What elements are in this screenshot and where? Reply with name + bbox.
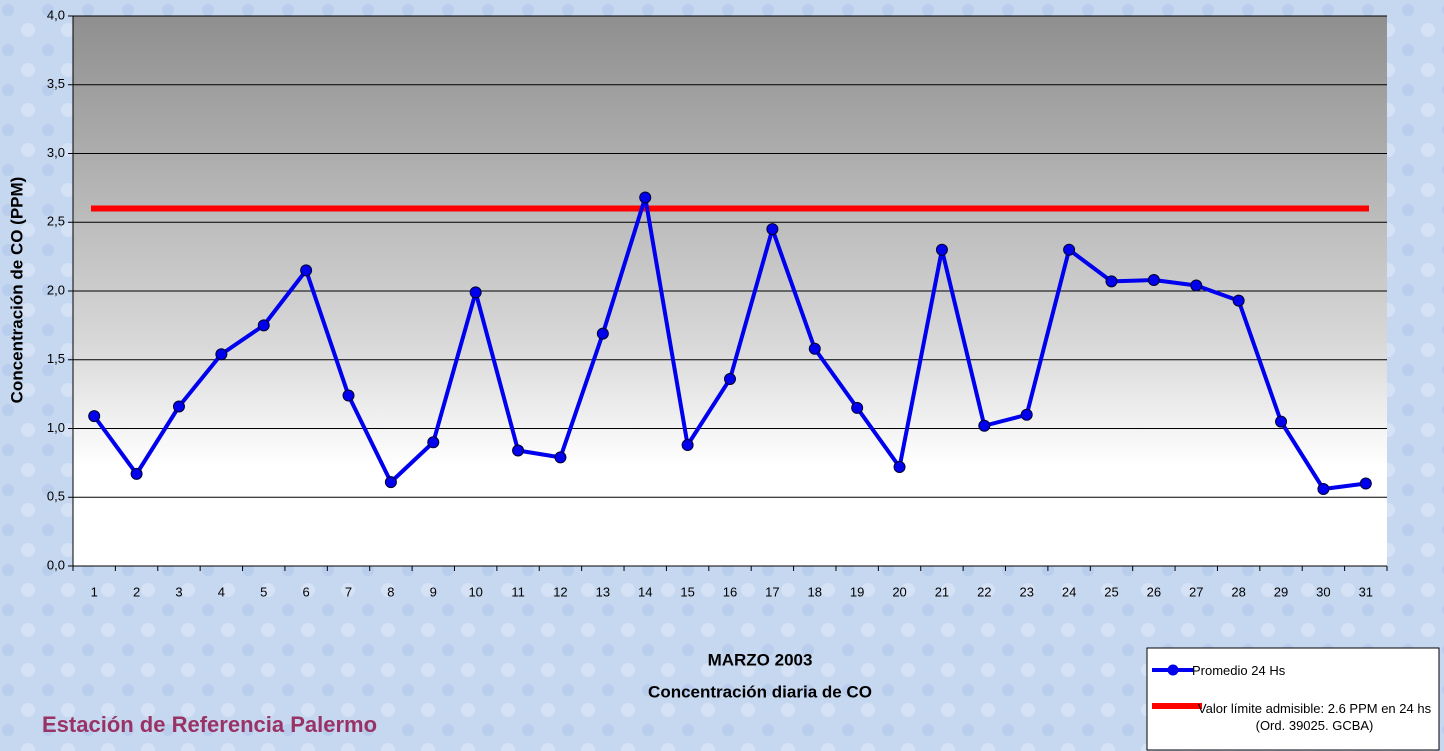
data-point — [852, 402, 863, 413]
x-tick-label: 2 — [133, 584, 140, 599]
data-point — [1064, 244, 1075, 255]
data-point — [89, 411, 100, 422]
x-tick-label: 6 — [303, 584, 310, 599]
x-tick-label: 18 — [808, 584, 822, 599]
y-tick-label: 2,0 — [47, 282, 65, 297]
data-point — [258, 320, 269, 331]
y-tick-label: 0,5 — [47, 489, 65, 504]
y-tick-label: 2,5 — [47, 214, 65, 229]
y-tick-label: 4,0 — [47, 7, 65, 22]
data-point — [1360, 478, 1371, 489]
x-tick-label: 16 — [723, 584, 737, 599]
y-axis-label: Concentración de CO (PPM) — [7, 177, 26, 404]
data-point — [597, 328, 608, 339]
data-point — [1276, 416, 1287, 427]
x-axis-label: MARZO 2003 — [708, 650, 813, 669]
y-tick-label: 3,0 — [47, 145, 65, 160]
legend-marker — [1168, 665, 1179, 676]
x-tick-label: 30 — [1316, 584, 1330, 599]
data-point — [640, 192, 651, 203]
page: Concentración de CO (PPM) MARZO 2003 Con… — [0, 0, 1444, 751]
x-tick-label: 20 — [892, 584, 906, 599]
x-tick-label: 12 — [553, 584, 567, 599]
x-tick-label: 9 — [430, 584, 437, 599]
x-tick-label: 15 — [680, 584, 694, 599]
x-tick-label: 4 — [218, 584, 225, 599]
x-tick-label: 27 — [1189, 584, 1203, 599]
data-point — [555, 452, 566, 463]
x-axis-label: Concentración diaria de CO — [648, 682, 872, 701]
footer-title: Estación de Referencia Palermo — [42, 712, 377, 737]
data-point — [428, 437, 439, 448]
x-tick-label: 24 — [1062, 584, 1076, 599]
x-tick-label: 11 — [511, 584, 525, 599]
data-point — [301, 265, 312, 276]
x-tick-label: 28 — [1231, 584, 1245, 599]
chart: Concentración de CO (PPM) MARZO 2003 Con… — [0, 0, 1444, 751]
x-tick-label: 7 — [345, 584, 352, 599]
x-tick-label: 13 — [596, 584, 610, 599]
x-tick-label: 8 — [387, 584, 394, 599]
data-point — [682, 440, 693, 451]
x-tick-label: 10 — [468, 584, 482, 599]
data-point — [936, 244, 947, 255]
data-point — [131, 468, 142, 479]
data-point — [1191, 280, 1202, 291]
data-point — [894, 462, 905, 473]
data-point — [470, 287, 481, 298]
data-point — [1318, 484, 1329, 495]
x-tick-label: 17 — [765, 584, 779, 599]
data-point — [513, 445, 524, 456]
y-tick-label: 0,0 — [47, 557, 65, 572]
x-tick-label: 31 — [1359, 584, 1373, 599]
x-tick-label: 21 — [935, 584, 949, 599]
x-tick-label: 19 — [850, 584, 864, 599]
data-point — [216, 349, 227, 360]
data-point — [385, 477, 396, 488]
y-tick-label: 1,5 — [47, 351, 65, 366]
y-tick-label: 3,5 — [47, 76, 65, 91]
legend-label: Promedio 24 Hs — [1192, 662, 1285, 679]
data-point — [809, 343, 820, 354]
legend-label: Valor límite admisible: 2.6 PPM en 24 hs… — [1192, 700, 1437, 734]
data-point — [1106, 276, 1117, 287]
data-point — [979, 420, 990, 431]
x-tick-label: 23 — [1019, 584, 1033, 599]
x-tick-label: 14 — [638, 584, 652, 599]
data-point — [1233, 295, 1244, 306]
data-point — [1021, 409, 1032, 420]
x-tick-label: 25 — [1104, 584, 1118, 599]
data-point — [725, 374, 736, 385]
x-tick-label: 1 — [91, 584, 98, 599]
y-tick-label: 1,0 — [47, 420, 65, 435]
x-tick-label: 22 — [977, 584, 991, 599]
data-point — [767, 224, 778, 235]
x-tick-label: 29 — [1274, 584, 1288, 599]
x-tick-label: 3 — [175, 584, 182, 599]
x-tick-label: 5 — [260, 584, 267, 599]
data-point — [343, 390, 354, 401]
data-point — [1148, 275, 1159, 286]
legend-box — [1147, 648, 1439, 750]
x-tick-label: 26 — [1147, 584, 1161, 599]
data-point — [173, 401, 184, 412]
